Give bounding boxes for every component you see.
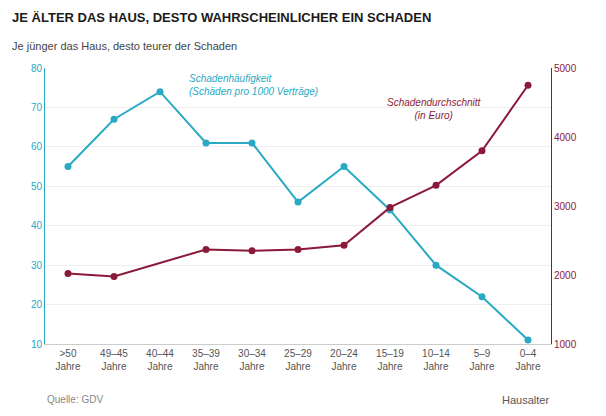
svg-text:49–45Jahre: 49–45Jahre [100,348,128,372]
svg-text:50: 50 [31,181,43,192]
svg-text:3000: 3000 [554,201,577,212]
svg-text:2000: 2000 [554,270,577,281]
svg-text:5–9Jahre: 5–9Jahre [469,348,494,372]
svg-text:Schadenhäufigkeit(Schäden pro: Schadenhäufigkeit(Schäden pro 1000 Vertr… [189,73,318,97]
svg-text:Je jünger das Haus, desto teur: Je jünger das Haus, desto teurer der Sch… [12,40,237,52]
svg-text:10: 10 [31,339,43,350]
svg-text:Quelle: GDV: Quelle: GDV [47,394,103,405]
svg-text:70: 70 [31,102,43,113]
svg-text:10–14Jahre: 10–14Jahre [422,348,450,372]
svg-text:JE ÄLTER DAS HAUS, DESTO WAHRS: JE ÄLTER DAS HAUS, DESTO WAHRSCHEINLICHE… [12,10,431,25]
svg-text:>50Jahre: >50Jahre [55,348,80,372]
svg-text:25–29Jahre: 25–29Jahre [284,348,312,372]
svg-text:80: 80 [31,63,43,74]
svg-text:40–44Jahre: 40–44Jahre [146,348,174,372]
svg-text:40: 40 [31,220,43,231]
svg-text:30–34Jahre: 30–34Jahre [238,348,266,372]
svg-text:35–39Jahre: 35–39Jahre [192,348,220,372]
svg-text:0–4Jahre: 0–4Jahre [515,348,540,372]
svg-text:5000: 5000 [554,63,577,74]
svg-text:15–19Jahre: 15–19Jahre [376,348,404,372]
svg-text:Schadendurchschnitt(in Euro): Schadendurchschnitt(in Euro) [387,97,482,121]
svg-text:Hausalter: Hausalter [502,394,549,406]
svg-text:4000: 4000 [554,132,577,143]
svg-text:60: 60 [31,141,43,152]
svg-text:20: 20 [31,299,43,310]
svg-text:20–24Jahre: 20–24Jahre [330,348,358,372]
svg-text:1000: 1000 [554,339,577,350]
svg-text:30: 30 [31,260,43,271]
